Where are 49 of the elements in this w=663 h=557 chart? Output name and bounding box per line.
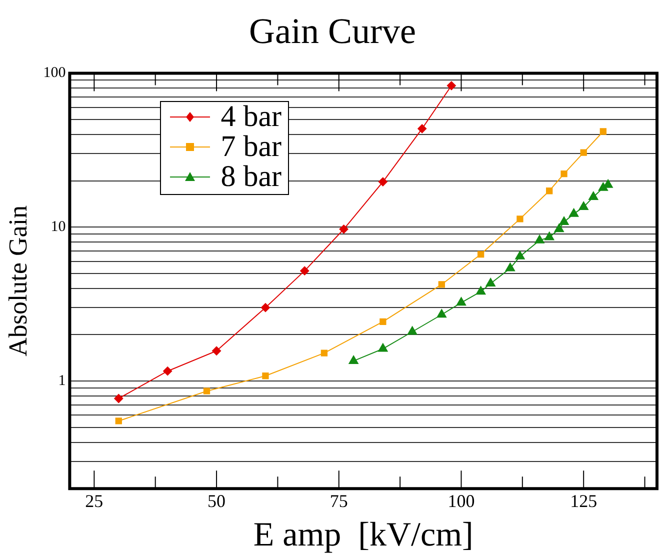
y-tick-label: 10	[50, 219, 66, 236]
point	[300, 266, 310, 276]
x-tick-label: 50	[208, 491, 226, 512]
point	[476, 286, 486, 295]
chart-title: Gain Curve	[249, 11, 416, 52]
y-tick-label: 1	[58, 372, 66, 389]
point	[203, 388, 210, 394]
point	[580, 149, 587, 156]
point	[516, 216, 524, 222]
x-tick-label: 75	[330, 491, 348, 512]
point	[378, 343, 388, 352]
point	[505, 262, 516, 272]
x-tick-label: 125	[570, 491, 598, 512]
point	[446, 81, 456, 90]
point	[600, 128, 606, 135]
point	[339, 224, 348, 234]
point	[163, 366, 172, 376]
point	[378, 177, 388, 186]
point	[456, 297, 466, 306]
point	[559, 216, 569, 225]
y-axis-title: Absolute Gain	[3, 205, 32, 356]
y-tick-label: 100	[43, 65, 66, 82]
x-axis-title: E amp [kV/cm]	[253, 516, 474, 554]
point	[212, 346, 222, 356]
point	[554, 224, 564, 232]
point	[115, 418, 122, 424]
point	[262, 372, 269, 380]
point	[534, 234, 544, 244]
x-tick-label: 25	[85, 491, 104, 512]
point	[486, 278, 496, 287]
point	[588, 191, 598, 200]
point	[418, 124, 427, 134]
point	[438, 281, 445, 288]
point	[515, 250, 525, 260]
point	[436, 309, 446, 318]
point	[260, 303, 270, 312]
x-tick-label: 100	[448, 491, 475, 512]
point	[568, 208, 579, 217]
point	[320, 350, 328, 356]
point	[114, 394, 124, 403]
point	[544, 232, 554, 240]
point	[407, 326, 418, 335]
point	[546, 188, 553, 194]
point	[560, 170, 568, 178]
point	[380, 318, 386, 325]
point	[578, 202, 588, 210]
point	[477, 250, 484, 258]
point	[603, 179, 613, 188]
point	[348, 355, 358, 364]
